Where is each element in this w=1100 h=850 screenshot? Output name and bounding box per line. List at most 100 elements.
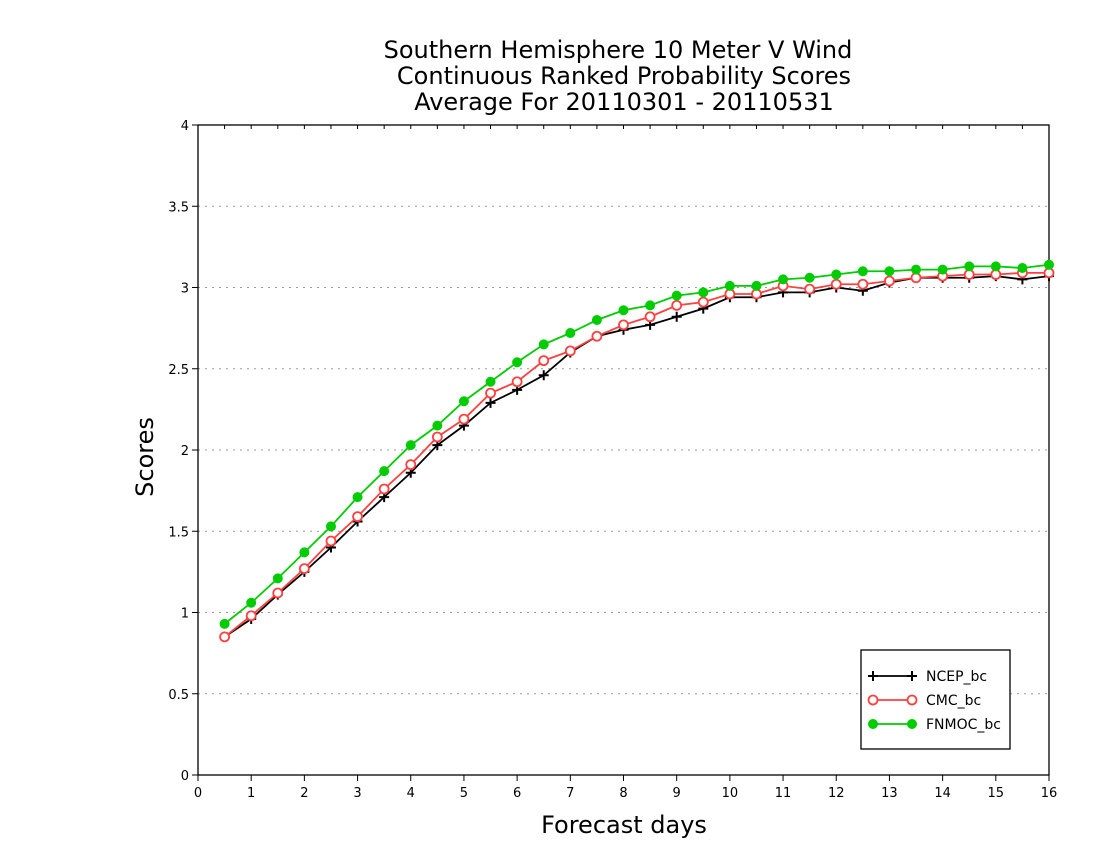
legend-item-FNMOC_bc: FNMOC_bc	[868, 717, 1001, 733]
data-point	[564, 345, 576, 357]
legend: NCEP_bc CMC_bc FNMOC_bc	[860, 649, 1011, 750]
legend-marker	[907, 719, 917, 729]
series-NCEP_bc	[219, 271, 1054, 642]
y-tick-label: 0.5	[168, 688, 189, 703]
y-tick-label: 4	[181, 119, 189, 134]
data-point	[857, 266, 868, 277]
data-point	[911, 264, 922, 275]
gridlines	[198, 205, 1049, 695]
chart-title: Southern Hemisphere 10 Meter V Wind Cont…	[384, 36, 853, 116]
legend-label: FNMOC_bc	[926, 717, 1001, 733]
legend-marker	[907, 671, 917, 681]
data-point	[405, 459, 417, 471]
x-tick-label: 10	[722, 786, 739, 801]
y-tick-label: 2.5	[168, 363, 189, 378]
y-tick-label: 2	[181, 444, 189, 459]
legend-marker	[868, 719, 878, 729]
data-point	[671, 299, 683, 311]
series-FNMOC_bc	[219, 259, 1054, 629]
data-point	[1044, 259, 1054, 270]
y-tick-label: 1	[181, 607, 189, 622]
legend-marker	[867, 694, 879, 706]
data-point	[298, 563, 310, 575]
data-point	[485, 387, 496, 399]
data-point	[804, 283, 816, 295]
data-point	[431, 431, 443, 443]
data-point	[884, 266, 895, 277]
data-point	[352, 492, 363, 503]
data-point	[485, 397, 496, 408]
data-point	[458, 396, 469, 407]
x-tick-label: 7	[566, 786, 574, 801]
data-point	[804, 272, 815, 283]
data-point	[299, 547, 310, 558]
data-point	[405, 440, 416, 451]
data-point	[512, 357, 523, 368]
data-point	[378, 483, 390, 495]
y-tick-label: 0	[181, 769, 189, 784]
x-tick-label: 3	[353, 786, 361, 801]
data-point	[671, 311, 682, 322]
data-point	[724, 280, 735, 291]
y-tick-label: 3	[181, 282, 189, 297]
data-point	[379, 466, 390, 477]
data-point	[272, 587, 284, 599]
x-tick-label: 11	[775, 786, 792, 801]
x-tick-label: 5	[460, 786, 468, 801]
data-point	[325, 535, 337, 547]
x-axis-label: Forecast days	[541, 811, 707, 839]
data-point	[219, 618, 230, 629]
data-point	[830, 278, 842, 290]
data-point	[352, 511, 363, 523]
x-tick-label: 13	[881, 786, 898, 801]
data-point	[697, 296, 709, 308]
data-point	[778, 274, 789, 285]
data-point	[618, 305, 629, 316]
data-point	[219, 631, 230, 643]
data-point	[857, 278, 869, 290]
title-line-2: Continuous Ranked Probability Scores	[397, 62, 851, 90]
y-axis-label: Scores	[131, 417, 159, 497]
data-point	[618, 319, 629, 331]
x-tick-label: 15	[988, 786, 1005, 801]
data-point	[671, 290, 682, 301]
series-line	[224, 263, 1050, 625]
y-tick-label: 1.5	[168, 525, 189, 540]
data-point	[1017, 263, 1028, 273]
series-layer	[219, 259, 1055, 643]
data-point	[325, 521, 336, 532]
legend-item-CMC_bc: CMC_bc	[867, 693, 981, 709]
y-tick-label: 3.5	[168, 200, 189, 215]
data-point	[698, 287, 709, 298]
data-point	[511, 376, 523, 388]
x-tick-label: 0	[194, 786, 202, 801]
x-tick-label: 1	[247, 786, 255, 801]
data-point	[538, 339, 549, 350]
legend-marker	[906, 694, 918, 706]
data-point	[458, 413, 470, 425]
series-CMC_bc	[219, 267, 1055, 643]
x-tick-label: 6	[513, 786, 521, 801]
data-point	[964, 261, 975, 272]
data-point	[831, 269, 842, 280]
x-axis: 0 1 2 3 4 5 6 7 8 9 10 11 12 13 14 15 16	[194, 125, 1057, 801]
data-point	[538, 370, 549, 381]
y-axis: 0 0.5 1 1.5 2 2.5 3 3.5 4	[168, 119, 198, 784]
legend-label: NCEP_bc	[926, 669, 987, 685]
data-point	[538, 355, 550, 367]
title-line-1: Southern Hemisphere 10 Meter V Wind	[384, 36, 853, 64]
data-point	[591, 315, 602, 325]
x-tick-label: 2	[300, 786, 308, 801]
data-point	[990, 261, 1001, 272]
data-point	[432, 420, 443, 431]
x-tick-label: 16	[1041, 786, 1058, 801]
data-point	[245, 610, 257, 622]
data-point	[644, 311, 656, 323]
data-point	[246, 597, 257, 608]
data-point	[645, 300, 656, 311]
data-point	[272, 573, 283, 584]
x-tick-label: 4	[407, 786, 415, 801]
data-point	[591, 330, 603, 342]
data-point	[565, 328, 576, 338]
